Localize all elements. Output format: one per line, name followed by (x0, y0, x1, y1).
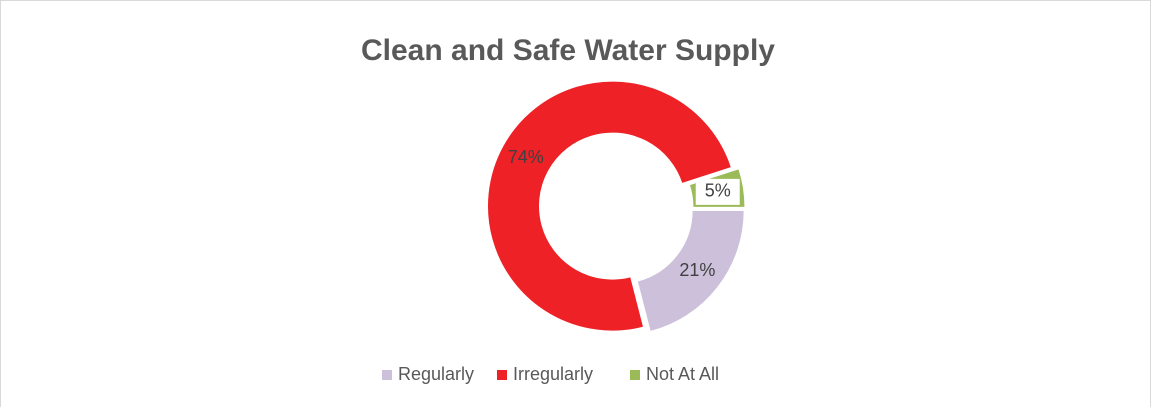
data-label: 74% (508, 147, 544, 167)
legend-label: Irregularly (513, 364, 593, 384)
data-label: 5% (705, 181, 731, 201)
legend-swatch (630, 370, 640, 380)
slice (636, 209, 745, 333)
data-label: 21% (679, 260, 715, 280)
legend-swatch (382, 370, 392, 380)
legend-swatch (497, 370, 507, 380)
label-box (695, 178, 740, 205)
legend-label: Not At All (646, 364, 719, 384)
chart-title: Clean and Safe Water Supply (361, 34, 775, 67)
legend-label: Regularly (398, 364, 474, 384)
slice (487, 80, 733, 332)
